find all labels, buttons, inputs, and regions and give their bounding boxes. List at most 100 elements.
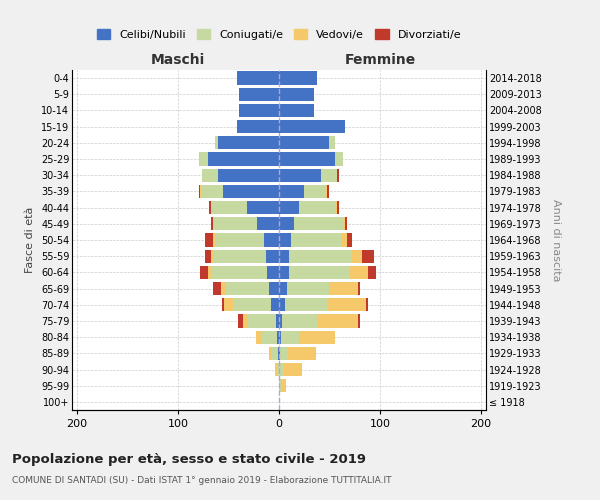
Bar — [223, 185, 279, 198]
Y-axis label: Fasce di età: Fasce di età — [25, 207, 35, 273]
Bar — [275, 363, 277, 376]
Bar — [358, 282, 360, 295]
Bar — [282, 314, 317, 328]
Text: Popolazione per età, sesso e stato civile - 2019: Popolazione per età, sesso e stato civil… — [12, 452, 366, 466]
Bar — [214, 217, 257, 230]
Bar — [269, 346, 272, 360]
Bar — [317, 314, 358, 328]
Bar — [247, 201, 279, 214]
Bar — [199, 185, 200, 198]
Bar — [214, 282, 221, 295]
Bar — [329, 282, 358, 295]
Text: Femmine: Femmine — [344, 53, 416, 67]
Bar — [279, 201, 299, 214]
Bar — [215, 136, 218, 149]
Bar — [214, 234, 215, 246]
Bar — [257, 217, 279, 230]
Bar — [289, 266, 350, 279]
Bar — [279, 72, 317, 85]
Bar — [281, 379, 286, 392]
Bar — [242, 314, 248, 328]
Bar — [279, 314, 282, 328]
Bar — [208, 152, 279, 166]
Bar — [322, 168, 337, 182]
Bar — [341, 234, 347, 246]
Bar — [218, 168, 279, 182]
Bar — [280, 346, 288, 360]
Bar — [239, 104, 279, 117]
Bar — [279, 379, 281, 392]
Bar — [201, 185, 223, 198]
Bar — [304, 185, 326, 198]
Bar — [279, 346, 280, 360]
Bar — [279, 250, 289, 263]
Bar — [202, 168, 218, 182]
Bar — [326, 185, 328, 198]
Bar — [279, 120, 344, 134]
Bar — [208, 266, 211, 279]
Bar — [277, 330, 279, 344]
Bar — [279, 282, 287, 295]
Bar — [281, 330, 299, 344]
Bar — [288, 346, 316, 360]
Bar — [347, 234, 352, 246]
Bar — [350, 266, 368, 279]
Bar — [200, 185, 201, 198]
Bar — [329, 136, 335, 149]
Bar — [279, 266, 289, 279]
Bar — [211, 250, 214, 263]
Bar — [200, 152, 208, 166]
Bar — [335, 152, 343, 166]
Bar — [335, 201, 337, 214]
Bar — [218, 136, 279, 149]
Bar — [211, 266, 267, 279]
Bar — [279, 298, 285, 312]
Bar — [299, 201, 335, 214]
Bar — [211, 201, 212, 214]
Bar — [238, 314, 242, 328]
Bar — [337, 201, 338, 214]
Bar — [205, 234, 214, 246]
Bar — [299, 330, 335, 344]
Bar — [279, 330, 281, 344]
Bar — [279, 104, 314, 117]
Bar — [223, 298, 224, 312]
Text: Maschi: Maschi — [151, 53, 205, 67]
Bar — [214, 250, 266, 263]
Bar — [212, 201, 247, 214]
Bar — [279, 152, 335, 166]
Bar — [233, 298, 271, 312]
Bar — [271, 298, 279, 312]
Y-axis label: Anni di nascita: Anni di nascita — [551, 198, 561, 281]
Bar — [279, 168, 322, 182]
Bar — [279, 88, 314, 101]
Bar — [358, 314, 360, 328]
Bar — [289, 250, 352, 263]
Bar — [215, 234, 264, 246]
Bar — [279, 136, 329, 149]
Bar — [366, 298, 368, 312]
Bar — [279, 217, 294, 230]
Bar — [368, 266, 376, 279]
Text: COMUNE DI SANTADI (SU) - Dati ISTAT 1° gennaio 2019 - Elaborazione TUTTITALIA.IT: COMUNE DI SANTADI (SU) - Dati ISTAT 1° g… — [12, 476, 392, 485]
Bar — [328, 185, 329, 198]
Bar — [294, 217, 343, 230]
Bar — [211, 217, 214, 230]
Bar — [279, 363, 284, 376]
Bar — [224, 298, 233, 312]
Bar — [267, 266, 279, 279]
Bar — [209, 201, 211, 214]
Bar — [337, 168, 338, 182]
Bar — [200, 266, 208, 279]
Bar — [269, 282, 279, 295]
Bar — [277, 363, 279, 376]
Legend: Celibi/Nubili, Coniugati/e, Vedovi/e, Divorziati/e: Celibi/Nubili, Coniugati/e, Vedovi/e, Di… — [92, 24, 466, 44]
Bar — [261, 330, 277, 344]
Bar — [236, 120, 279, 134]
Bar — [226, 282, 269, 295]
Bar — [236, 72, 279, 85]
Bar — [285, 298, 328, 312]
Bar — [266, 250, 279, 263]
Bar — [362, 250, 374, 263]
Bar — [221, 282, 226, 295]
